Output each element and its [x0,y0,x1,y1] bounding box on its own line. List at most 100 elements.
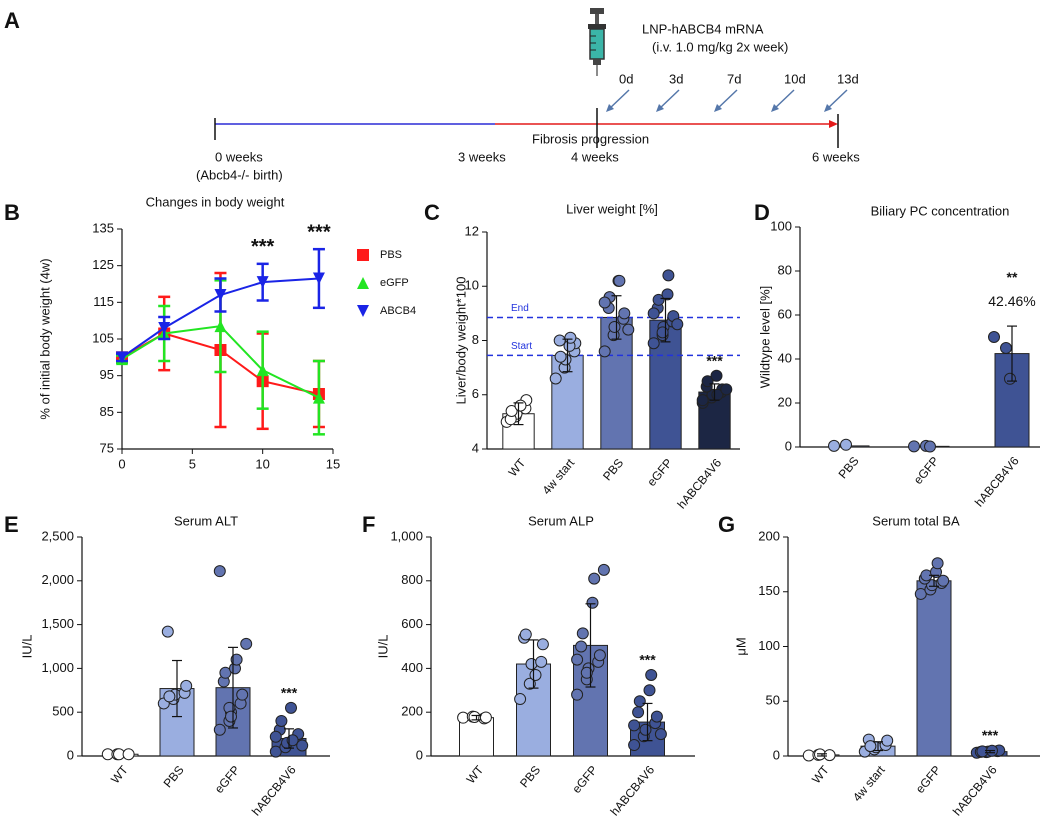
data-point [633,695,646,708]
birth-note: (Abcb4-/- birth) [196,167,283,182]
y-tick-label: 100 [758,638,780,653]
data-point [622,323,635,336]
data-point [529,668,542,681]
x-tick-label: 15 [326,456,340,471]
data-point [163,690,176,703]
y-tick-label: 2,000 [41,572,74,587]
data-point [618,307,631,320]
treatment-label: LNP-hABCB4 mRNA [642,21,764,36]
data-point [654,728,667,741]
data-point [514,693,527,706]
y-tick-label: 80 [778,262,792,277]
data-point [598,345,611,358]
y-tick-label: 1,000 [41,660,74,675]
x-tick-label: hABCB4V6 [950,763,1000,818]
data-point [661,288,674,301]
data-point [161,625,174,638]
data-point [256,276,269,289]
annotation: *** [251,236,275,258]
legend-marker [357,277,369,289]
chart-title: Serum ALT [174,513,238,528]
data-point [269,730,282,743]
data-point [613,274,626,287]
data-point [628,739,641,752]
data-point [505,405,518,418]
y-tick-label: 800 [401,572,423,587]
data-point [519,628,532,641]
data-point [180,679,193,692]
y-tick-label: 60 [778,306,792,321]
x-tick-label: eGFP [911,454,942,487]
x-tick-label: eGFP [644,456,675,489]
legend-marker [357,305,369,317]
x-tick-label: 5 [189,456,196,471]
timeline-arrow [829,120,838,128]
chart-title: Liver weight [%] [566,201,658,216]
data-point [575,640,588,653]
data-point [553,334,566,347]
data-point [576,627,589,640]
day-label: 7d [727,71,741,86]
data-point [571,653,584,666]
day-arrowhead [771,104,779,112]
y-tick-label: 135 [92,220,114,235]
y-tick-label: 2,500 [41,528,74,543]
y-tick-label: 1,000 [390,528,423,543]
data-point [285,701,297,714]
data-point [536,638,549,651]
x-tick-label: hABCB4V6 [607,763,657,818]
data-point [908,440,920,453]
x-tick-label: WT [464,762,487,786]
data-point [214,320,227,333]
data-point [256,364,269,377]
data-point [554,350,567,363]
phase-label: Fibrosis progression [532,131,649,146]
reference-label: Start [511,341,532,352]
data-point [312,391,325,404]
x-tick-label: hABCB4V6 [249,763,299,818]
legend-marker [357,249,369,261]
data-point [696,394,709,407]
data-point [720,383,733,396]
y-tick-label: 0 [773,747,780,762]
day-label: 3d [669,71,683,86]
x-tick-label: hABCB4V6 [972,454,1022,510]
x-tick-label: eGFP [569,763,600,796]
data-point [525,658,538,671]
annotation: *** [281,685,298,701]
y-tick-label: 8 [472,332,479,347]
data-point [240,637,253,650]
data-point [213,723,226,736]
week-label: 4 weeks [571,149,619,164]
data-point [286,734,299,747]
y-tick-label: 10 [465,278,479,293]
data-point [214,289,227,301]
y-tick-label: 500 [52,704,74,719]
y-tick-label: 1,500 [41,616,74,631]
data-point [597,563,610,576]
annotation: *** [982,727,999,743]
y-tick-label: 150 [758,583,780,598]
data-point [116,351,128,364]
panel-letter: B [4,200,20,225]
legend-label: ABCB4 [380,305,416,317]
data-point [586,596,599,609]
annotation: *** [706,352,723,368]
y-tick-label: 95 [100,367,114,382]
x-tick-label: WT [809,762,832,786]
day-arrowhead [606,104,614,112]
bar [916,580,952,757]
data-point [312,272,325,285]
value-label: 42.46% [988,293,1035,309]
y-axis-label: IU/L [375,635,390,659]
chart-title: Serum total BA [872,513,960,528]
data-point [931,557,944,570]
x-tick-label: eGFP [212,763,243,796]
data-point [632,706,645,719]
y-tick-label: 400 [401,660,423,675]
data-point [564,331,577,344]
data-point [608,320,621,333]
data-point [647,337,660,350]
x-tick-label: 0 [118,456,125,471]
